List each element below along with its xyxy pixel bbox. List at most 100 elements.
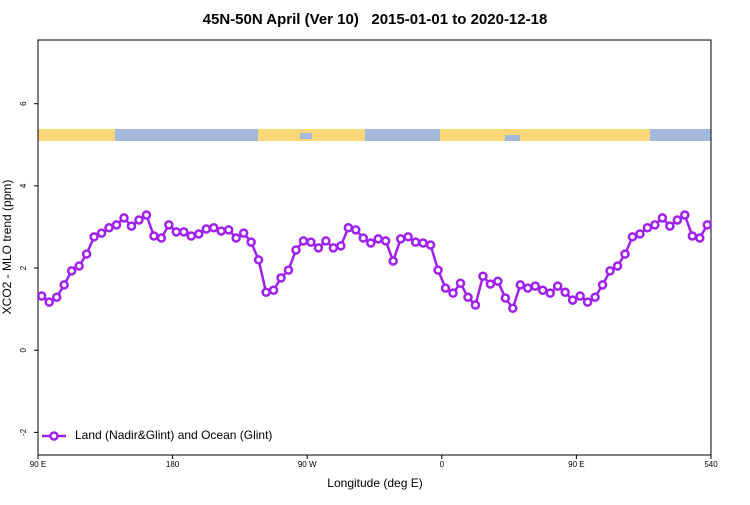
land-strip	[38, 129, 115, 141]
data-point	[343, 223, 354, 233]
data-point	[635, 229, 645, 239]
data-point	[650, 220, 660, 230]
data-point	[313, 243, 324, 253]
data-point	[530, 281, 541, 291]
data-point	[208, 223, 219, 233]
data-point	[351, 225, 361, 235]
x-axis-label: Longitude (deg E)	[327, 476, 422, 490]
data-point	[687, 231, 698, 241]
y-tick-label: 2	[19, 265, 28, 270]
data-point	[388, 256, 398, 266]
y-tick-label: -2	[19, 428, 28, 436]
data-point	[51, 292, 62, 302]
data-point	[597, 280, 608, 290]
data-point	[515, 280, 526, 290]
x-tick-label: 90 W	[298, 460, 317, 469]
legend-marker	[49, 431, 59, 441]
data-point	[89, 232, 99, 242]
data-point	[238, 228, 249, 238]
data-point	[141, 210, 152, 220]
data-point	[455, 278, 466, 288]
legend-label: Land (Nadir&Glint) and Ocean (Glint)	[75, 428, 272, 442]
data-point	[156, 233, 167, 243]
x-tick-label: 540	[704, 460, 718, 469]
data-point	[433, 265, 443, 275]
data-point	[410, 237, 421, 247]
chart-title: 45N-50N April (Ver 10) 2015-01-01 to 202…	[203, 11, 548, 28]
data-point	[104, 223, 114, 233]
data-point	[575, 291, 585, 301]
data-point	[216, 226, 226, 236]
data-point	[246, 237, 256, 247]
plot-frame	[37, 39, 712, 456]
data-point	[418, 238, 428, 248]
y-tick-label: 4	[19, 183, 28, 188]
data-point	[665, 221, 675, 231]
data-point	[171, 227, 182, 237]
data-point	[552, 281, 563, 291]
data-point	[283, 265, 294, 275]
data-point	[96, 228, 107, 238]
data-point	[403, 232, 413, 242]
data-point	[508, 303, 518, 314]
data-point	[336, 241, 346, 251]
data-point	[328, 243, 339, 253]
data-point	[672, 215, 683, 225]
data-point	[291, 245, 301, 255]
data-point	[44, 297, 54, 307]
data-point	[612, 261, 623, 271]
data-point	[657, 213, 668, 223]
land-strip	[440, 129, 650, 141]
data-point	[620, 249, 630, 259]
data-point	[223, 225, 234, 235]
y-tick-label: 0	[19, 347, 28, 352]
data-point	[201, 224, 211, 234]
data-point	[680, 210, 690, 220]
data-point	[149, 231, 159, 241]
data-point	[478, 271, 488, 282]
data-point	[545, 288, 555, 298]
data-point	[485, 279, 496, 289]
data-point	[395, 234, 406, 244]
data-point	[448, 288, 458, 298]
data-point	[463, 292, 473, 302]
data-point	[134, 215, 144, 225]
data-point	[582, 297, 593, 307]
data-point	[493, 276, 503, 286]
data-point	[440, 283, 451, 293]
data-point	[567, 295, 578, 305]
data-point	[111, 220, 122, 230]
x-tick-label: 0	[440, 460, 445, 469]
data-point	[59, 280, 69, 290]
data-point	[470, 300, 481, 310]
data-point	[276, 273, 286, 283]
data-point	[81, 249, 92, 259]
data-point	[268, 285, 279, 295]
data-point	[538, 285, 548, 295]
data-point	[306, 237, 316, 247]
data-point	[358, 233, 369, 243]
x-tick-label: 90 E	[568, 460, 584, 469]
data-point	[702, 220, 713, 230]
data-point	[380, 236, 391, 246]
data-point	[321, 236, 331, 246]
x-tick-label: 90 E	[30, 460, 46, 469]
data-point	[36, 291, 47, 301]
data-point	[164, 220, 174, 230]
data-point	[261, 287, 271, 298]
data-point	[425, 240, 436, 250]
data-point	[500, 293, 511, 303]
data-point	[642, 223, 653, 233]
data-point	[253, 255, 264, 265]
data-point	[695, 233, 705, 243]
data-point	[66, 266, 77, 276]
x-tick-label: 180	[166, 460, 180, 469]
data-point	[231, 233, 241, 243]
y-axis-label: XCO2 - MLO trend (ppm)	[0, 180, 14, 315]
ocean-strip	[300, 133, 312, 139]
data-point	[74, 261, 84, 271]
data-point	[126, 221, 137, 231]
data-point	[186, 231, 197, 241]
